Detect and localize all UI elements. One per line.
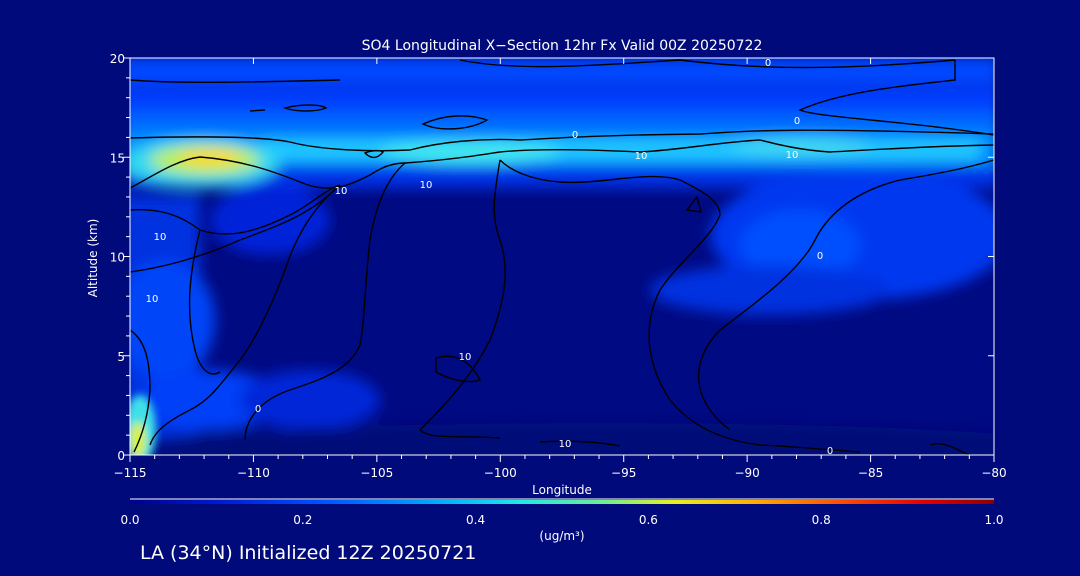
y-tick-label: 10 — [110, 251, 125, 265]
x-axis-label: Longitude — [532, 483, 592, 497]
y-tick-label: 0 — [117, 449, 125, 463]
chart-title: SO4 Longitudinal X−Section 12hr Fx Valid… — [362, 38, 763, 54]
x-tick-label: −110 — [237, 466, 270, 480]
x-tick-label: −105 — [360, 466, 393, 480]
colorbar-tick-label: 0.0 — [120, 513, 139, 527]
plot-area: 0 0 0 0 0 0 10 10 10 10 10 10 10 10 — [130, 58, 994, 457]
y-tick-label: 20 — [110, 52, 125, 66]
contour-label: 10 — [335, 186, 348, 197]
colorbar: 0.0 0.2 0.4 0.6 0.8 1.0 (ug/m³) — [120, 498, 1004, 543]
contour-label: 10 — [559, 439, 572, 450]
contour-label: 0 — [765, 58, 771, 69]
x-tick-label: −100 — [484, 466, 517, 480]
x-axis: −115 −110 −105 −100 −95 −90 −85 −80 — [114, 58, 1007, 480]
colorbar-ramp — [130, 500, 994, 504]
contour-label: 10 — [146, 294, 159, 305]
contour-label: 10 — [459, 352, 472, 363]
x-tick-label: −85 — [858, 466, 883, 480]
colorbar-ticks: 0.0 0.2 0.4 0.6 0.8 1.0 — [120, 513, 1003, 527]
contour-label: 0 — [572, 130, 578, 141]
x-tick-label: −115 — [114, 466, 147, 480]
y-tick-label: 15 — [110, 151, 125, 165]
contour-label: 0 — [794, 116, 800, 127]
colorbar-tick-label: 0.8 — [812, 513, 831, 527]
contour-label: 0 — [817, 251, 823, 262]
x-tick-label: −95 — [611, 466, 636, 480]
y-tick-label: 5 — [117, 350, 125, 364]
y-axis: 0 5 10 15 20 — [110, 52, 994, 463]
colorbar-tick-label: 1.0 — [984, 513, 1003, 527]
colorbar-tick-label: 0.6 — [639, 513, 658, 527]
contour-label: 10 — [420, 180, 433, 191]
contour-label: 10 — [635, 151, 648, 162]
colorbar-tick-label: 0.4 — [466, 513, 485, 527]
colorbar-unit-label: (ug/m³) — [539, 529, 584, 543]
contour-label: 0 — [255, 404, 261, 415]
run-info-subtitle: LA (34°N) Initialized 12Z 20250721 — [140, 542, 477, 564]
y-axis-label: Altitude (km) — [86, 219, 100, 298]
x-tick-label: −90 — [734, 466, 759, 480]
contour-label-group: 0 0 0 0 0 0 10 10 10 10 10 10 10 10 — [146, 58, 834, 457]
colorbar-tick-label: 0.2 — [293, 513, 312, 527]
x-tick-label: −80 — [981, 466, 1006, 480]
contour-label: 10 — [786, 150, 799, 161]
contour-lines — [130, 59, 994, 455]
contour-label: 0 — [827, 446, 833, 457]
contour-label: 10 — [154, 232, 167, 243]
